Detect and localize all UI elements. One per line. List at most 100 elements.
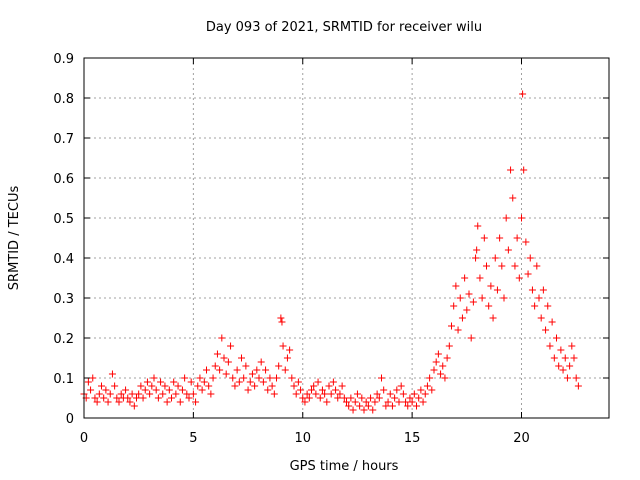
data-point [111, 382, 119, 390]
data-point [240, 374, 248, 382]
data-point [404, 402, 412, 410]
data-point [353, 390, 361, 398]
data-point [454, 326, 462, 334]
y-tick-label: 0.4 [53, 252, 74, 267]
data-point [461, 274, 469, 282]
data-point [318, 386, 326, 394]
data-point [286, 346, 294, 354]
data-point [244, 386, 252, 394]
data-point [334, 394, 342, 402]
data-point [124, 394, 132, 402]
data-point [561, 354, 569, 362]
x-tick-label: 10 [294, 431, 311, 446]
data-point [358, 394, 366, 402]
data-point [380, 386, 388, 394]
data-point [520, 166, 528, 174]
data-point [279, 342, 287, 350]
data-point [528, 286, 536, 294]
axis-ticks [83, 57, 609, 419]
data-point [443, 354, 451, 362]
data-point [176, 398, 184, 406]
data-point [253, 366, 261, 374]
data-point [242, 362, 250, 370]
data-point [485, 302, 493, 310]
data-points [80, 90, 582, 414]
data-point [448, 322, 455, 330]
data-point [278, 318, 286, 326]
data-point [266, 374, 274, 382]
y-tick-label: 0.9 [53, 52, 74, 67]
data-point [402, 398, 410, 406]
data-point [183, 390, 191, 398]
data-point [465, 290, 473, 298]
data-point [456, 294, 464, 302]
data-point [281, 366, 289, 374]
data-point [369, 406, 377, 414]
data-point [106, 390, 114, 398]
x-tick-label: 15 [404, 431, 421, 446]
data-point [235, 378, 243, 386]
data-point [533, 262, 541, 270]
data-point [312, 390, 320, 398]
data-point [417, 386, 425, 394]
data-point [255, 374, 263, 382]
data-point [224, 358, 232, 366]
data-point [458, 314, 466, 322]
data-point [277, 314, 285, 322]
data-point [476, 274, 484, 282]
y-tick-label: 0.3 [53, 292, 74, 307]
data-point [325, 382, 333, 390]
data-point [349, 406, 357, 414]
data-point [524, 270, 532, 278]
data-point [205, 382, 213, 390]
data-point [130, 402, 138, 410]
data-point [415, 394, 423, 402]
data-point [89, 374, 97, 382]
data-point [507, 166, 515, 174]
data-point [430, 366, 438, 374]
data-point [467, 334, 475, 342]
data-point [264, 386, 272, 394]
x-tick-label: 0 [80, 431, 88, 446]
data-point [187, 378, 195, 386]
data-point [305, 394, 313, 402]
data-point [570, 354, 578, 362]
data-point [104, 398, 112, 406]
data-point [360, 406, 368, 414]
data-point [95, 390, 103, 398]
data-point [493, 286, 501, 294]
data-point [421, 390, 429, 398]
data-point [137, 382, 145, 390]
data-point [413, 402, 420, 410]
data-point [399, 390, 407, 398]
data-point [321, 390, 329, 398]
data-point [102, 386, 110, 394]
data-point [546, 342, 554, 350]
data-point [117, 390, 125, 398]
data-point [351, 398, 359, 406]
data-point [192, 398, 200, 406]
data-point [299, 394, 307, 402]
data-point [146, 390, 154, 398]
data-point [356, 402, 364, 410]
data-point [238, 354, 245, 362]
data-point [450, 302, 458, 310]
data-point [143, 378, 151, 386]
data-point [522, 238, 530, 246]
data-point [491, 254, 499, 262]
data-point [343, 398, 350, 406]
data-point [251, 382, 259, 390]
data-point [555, 362, 563, 370]
data-point [231, 382, 239, 390]
data-point [371, 398, 379, 406]
data-point [196, 374, 204, 382]
data-point [445, 342, 453, 350]
data-point [203, 366, 210, 374]
data-point [432, 358, 440, 366]
data-point [511, 262, 519, 270]
data-point [259, 378, 267, 386]
data-point [301, 398, 309, 406]
data-point [419, 398, 427, 406]
chart-title: Day 093 of 2021, SRMTID for receiver wil… [206, 20, 482, 35]
data-point [557, 346, 565, 354]
